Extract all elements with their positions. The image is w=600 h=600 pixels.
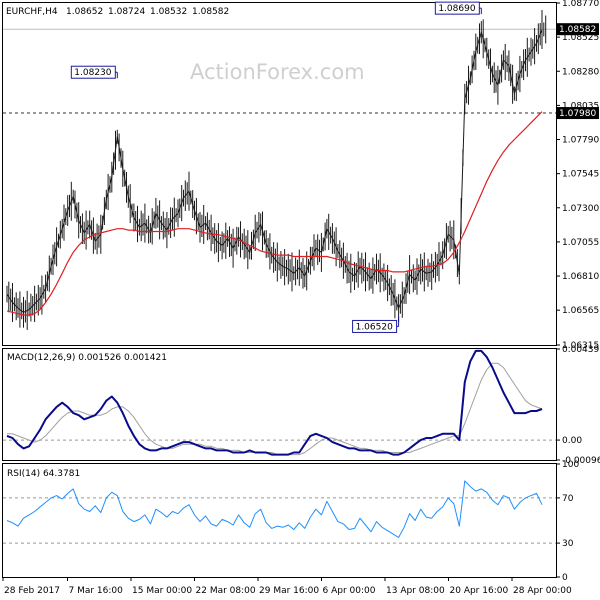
x-axis: 28 Feb 2017 7 Mar 16:00 15 Mar 00:00 22 Mar…	[2, 577, 572, 596]
macd-panel-frame	[2, 348, 557, 461]
rsi-line	[6, 480, 543, 538]
price-y-tick-label: 1.08770	[562, 0, 599, 9]
current-price-box	[557, 23, 599, 36]
x-tick-label: 13 Apr 08:00	[386, 586, 445, 596]
annotation-label: 1.08690	[438, 4, 475, 14]
rsi-y-tick-label: 100	[562, 460, 579, 470]
watermark: ActionForex.com	[190, 60, 365, 84]
price-panel-frame	[2, 2, 557, 346]
rsi-label: RSI(14) 64.3781	[7, 469, 80, 479]
ohlc-close: 1.08582	[192, 7, 229, 17]
macd-series	[3, 349, 556, 456]
moving-average-line	[6, 111, 543, 316]
x-tick-label: 6 Apr 00:00	[323, 586, 376, 596]
price-annotations: 1.08230 1.06520 1.08690	[70, 1, 482, 333]
annotation-label: 1.06520	[356, 322, 393, 332]
macd-y-tick-label: 0.00	[562, 436, 582, 446]
rsi-y-tick-label: 0	[562, 573, 568, 583]
level-line-label: 1.07980	[559, 109, 596, 119]
ohlc-open: 1.08652	[66, 7, 103, 17]
price-y-tick-label: 1.07055	[562, 238, 599, 248]
annotation-label: 1.08230	[74, 68, 111, 78]
x-tick-label: 28 Feb 2017	[4, 586, 60, 596]
ohlc-low: 1.08532	[150, 7, 187, 17]
price-reference-lines: 1.08582 1.07980	[3, 23, 599, 120]
price-y-tick-label: 1.07300	[562, 204, 599, 214]
price-y-tick-label: 1.08035	[562, 101, 599, 111]
annotation-box	[352, 319, 398, 333]
x-tick-label: 29 Mar 16:00	[259, 586, 319, 596]
price-y-tick-label: 1.06565	[562, 306, 599, 316]
price-y-tick-label: 1.06315	[562, 341, 599, 351]
ohlc-high: 1.08724	[108, 7, 145, 17]
x-tick-label: 15 Mar 00:00	[132, 586, 192, 596]
x-tick-label: 22 Mar 08:00	[196, 586, 256, 596]
price-y-tick-label: 1.07790	[562, 136, 599, 146]
rsi-series	[3, 480, 556, 544]
price-line	[6, 29, 543, 313]
annotation-box	[70, 65, 116, 79]
rsi-y-tick-label: 70	[562, 494, 574, 504]
rsi-y-tick-label: 30	[562, 539, 574, 549]
x-tick-label: 20 Apr 16:00	[450, 586, 509, 596]
symbol-header: EURCHF,H4	[6, 7, 58, 17]
annotation-box	[434, 1, 480, 15]
price-y-tick-label: 1.06810	[562, 272, 599, 282]
price-y-tick-label: 1.08525	[562, 33, 599, 43]
macd-y-tick-label: 0.004391	[562, 345, 600, 355]
price-series	[6, 10, 547, 330]
macd-line	[6, 349, 543, 456]
price-y-tick-label: 1.08280	[562, 67, 599, 77]
price-y-tick-label: 1.07545	[562, 170, 599, 180]
current-price-label: 1.08582	[559, 25, 596, 35]
x-tick-label: 7 Mar 16:00	[69, 586, 124, 596]
rsi-panel-frame	[2, 463, 557, 578]
x-tick-label: 28 Apr 00:00	[513, 586, 572, 596]
price-y-axis: 1.08770 1.08525 1.08280 1.08035 1.07790 1.075…	[556, 0, 599, 351]
macd-label: MACD(12,26,9) 0.001526 0.001421	[7, 353, 167, 363]
rsi-y-axis: 100 70 30 0	[556, 460, 579, 583]
level-price-box	[557, 107, 599, 120]
